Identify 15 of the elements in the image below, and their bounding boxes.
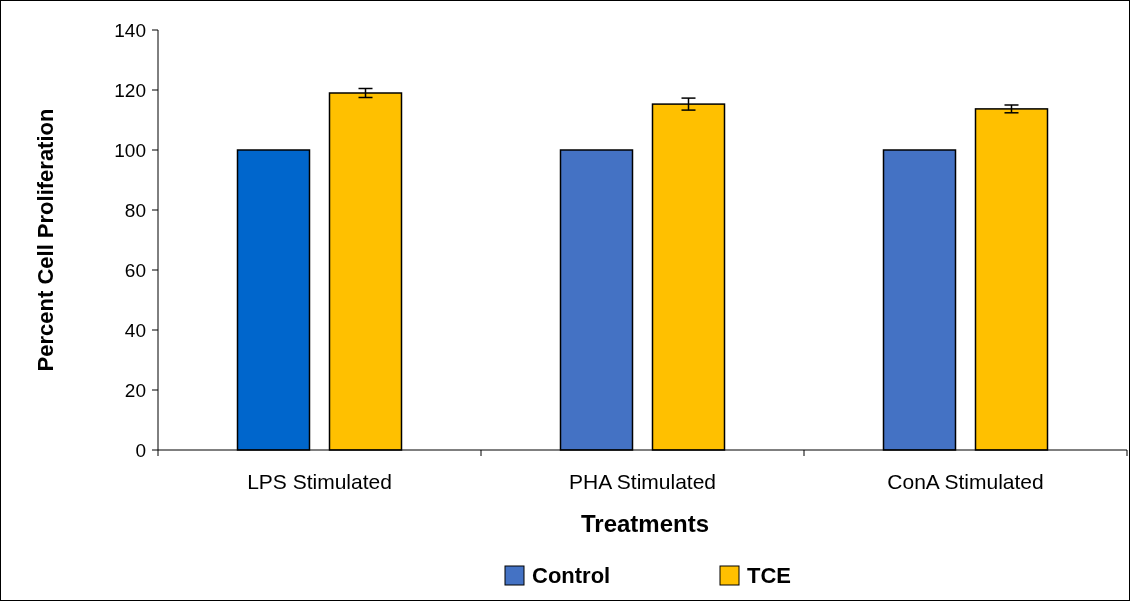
x-tick-label: PHA Stimulated [568,470,717,493]
y-tick-label: 120 [114,79,146,101]
x-axis-title: Treatments [580,510,710,537]
y-tick-label: 80 [124,199,146,221]
legend-label: Control [532,562,611,588]
y-tick-label: 40 [124,319,146,341]
x-tick-label: LPS Stimulated [247,470,392,493]
legend-label: TCE [747,562,791,588]
y-axis-title: Percent Cell Proliferation [33,108,58,372]
y-tick-label: 100 [114,139,146,161]
y-tick-label: 140 [114,19,146,41]
x-tick-label: ConA Stimulated [887,470,1044,493]
y-tick-label: 60 [124,259,146,281]
y-tick-label: 0 [135,439,146,461]
y-tick-label: 20 [124,379,146,401]
